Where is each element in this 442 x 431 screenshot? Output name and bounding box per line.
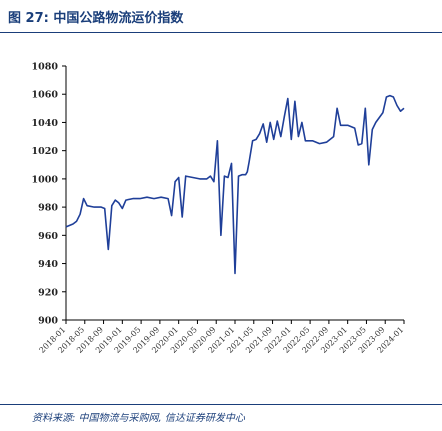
y-tick-label: 1060	[32, 90, 59, 101]
y-tick-label: 920	[38, 287, 58, 298]
series-line	[65, 94, 405, 275]
chart-svg: 900 920 940 960 980 1000 1020 1040 1060 1080 2018…	[32, 62, 406, 355]
figure-title: 图 27: 中国公路物流运价指数	[8, 11, 184, 26]
x-axis: 2018-012018-052018-092019-012019-052019-…	[38, 319, 405, 355]
y-tick-label: 940	[38, 259, 58, 270]
source-note: 资料来源: 中国物流与采购网, 信达证券研发中心	[32, 413, 245, 424]
y-tick-label: 900	[38, 316, 58, 327]
y-tick-label: 980	[38, 203, 58, 214]
y-axis: 900 920 940 960 980 1000 1020 1040 1060 1080	[32, 62, 67, 327]
y-tick-label: 1080	[32, 62, 59, 73]
title-bar: 图 27: 中国公路物流运价指数	[0, 0, 442, 33]
y-tick-label: 1020	[32, 146, 59, 157]
y-tick-label: 1040	[32, 118, 59, 129]
series-layer	[65, 94, 405, 275]
y-tick-label: 960	[38, 231, 58, 242]
footer-divider	[0, 404, 442, 405]
y-tick-label: 1000	[32, 174, 59, 185]
